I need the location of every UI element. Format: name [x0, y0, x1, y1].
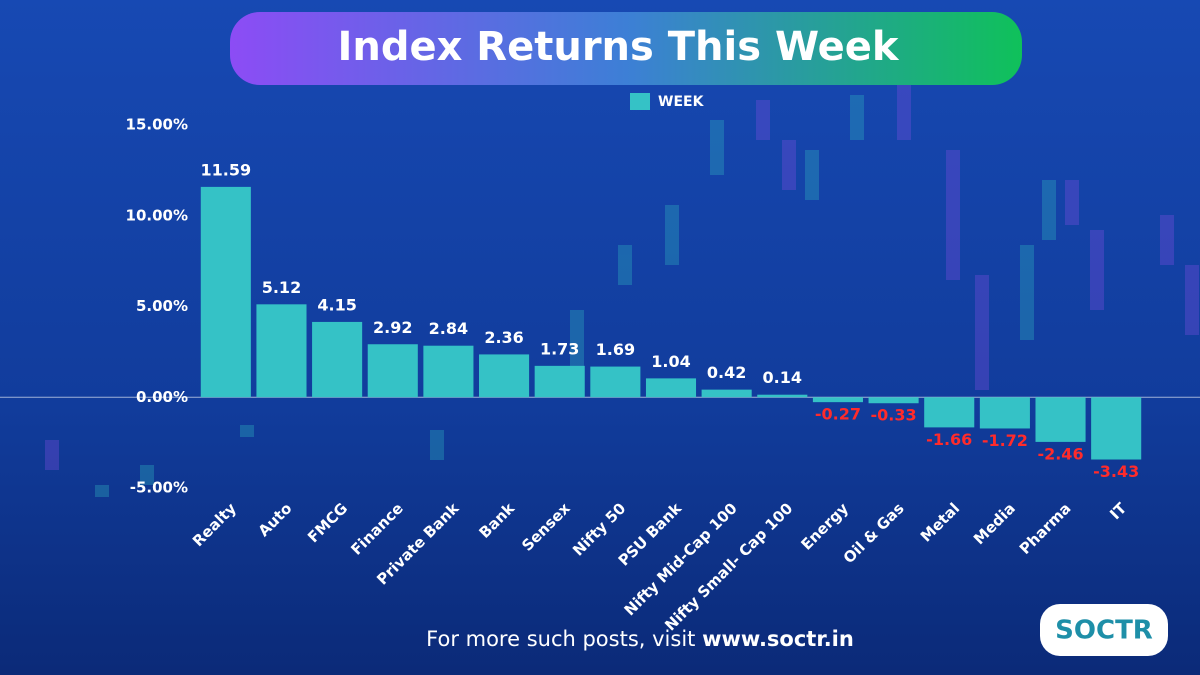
value-label: 1.04 [651, 352, 690, 371]
value-label: 2.84 [429, 319, 468, 338]
value-label: -0.27 [815, 405, 861, 424]
bar [1035, 397, 1086, 442]
value-label: 1.69 [596, 340, 635, 359]
bar [590, 366, 641, 398]
value-label: 4.15 [317, 295, 356, 314]
logo: SOCTR [1055, 616, 1153, 646]
footer: For more such posts, visit www.soctr.in [426, 627, 854, 651]
footer-link[interactable]: www.soctr.in [702, 627, 854, 651]
bar [312, 321, 363, 398]
value-label: 1.73 [540, 339, 579, 358]
legend-label: WEEK [658, 94, 705, 110]
value-label: 11.59 [201, 160, 252, 179]
value-label: 5.12 [262, 278, 301, 297]
bar [757, 394, 808, 398]
chart-title: Index Returns This Week [337, 24, 899, 70]
decor-candles [45, 80, 1199, 497]
value-label: 0.14 [763, 368, 802, 387]
value-label: -0.33 [871, 406, 917, 425]
footer-prefix: For more such posts, visit [426, 627, 695, 651]
bar [534, 365, 585, 398]
value-label: -1.66 [926, 430, 972, 449]
value-label: 2.92 [373, 318, 412, 337]
legend-swatch [630, 93, 650, 110]
value-label: 0.42 [707, 363, 746, 382]
bar [423, 345, 474, 398]
bar [868, 397, 919, 404]
bar [812, 397, 863, 403]
bar [256, 304, 307, 398]
y-tick-label: 15.00% [126, 116, 188, 134]
y-tick-label: -5.00% [130, 479, 188, 497]
bar [367, 344, 418, 398]
value-label: -2.46 [1037, 444, 1083, 463]
value-label: 2.36 [484, 328, 523, 347]
bar [200, 186, 251, 398]
title-pill [230, 12, 1022, 85]
bar [645, 378, 697, 398]
bar [479, 354, 530, 398]
logo-badge [1040, 604, 1168, 656]
y-tick-label: 5.00% [136, 297, 188, 315]
y-tick-label: 10.00% [126, 206, 188, 224]
bar [1091, 397, 1142, 460]
bar [701, 389, 752, 398]
bar [924, 397, 975, 428]
bar [979, 397, 1030, 429]
value-label: -3.43 [1093, 462, 1139, 481]
value-label: -1.72 [982, 431, 1028, 450]
